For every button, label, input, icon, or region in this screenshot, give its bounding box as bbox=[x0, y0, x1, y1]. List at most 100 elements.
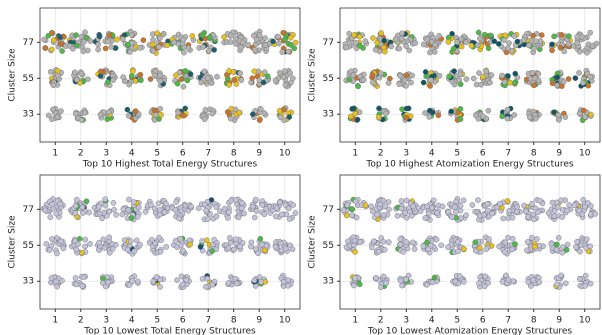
atom bbox=[478, 82, 483, 87]
atom bbox=[512, 80, 517, 85]
atom bbox=[183, 106, 188, 111]
atom bbox=[376, 249, 381, 254]
atom bbox=[536, 210, 541, 215]
atom bbox=[530, 70, 535, 75]
atom bbox=[173, 238, 178, 243]
atom bbox=[98, 69, 103, 74]
atom bbox=[357, 34, 362, 39]
atom bbox=[137, 45, 142, 50]
atom bbox=[84, 199, 89, 204]
atom bbox=[525, 239, 530, 244]
x-tick-label: 6 bbox=[480, 149, 486, 159]
atom bbox=[278, 115, 283, 120]
atom bbox=[587, 74, 592, 79]
atom bbox=[551, 34, 556, 39]
atom bbox=[196, 206, 201, 211]
atom bbox=[250, 76, 255, 81]
atom bbox=[262, 212, 267, 217]
atom bbox=[158, 78, 163, 83]
x-tick-label: 7 bbox=[505, 149, 511, 159]
cluster-image bbox=[369, 197, 392, 222]
cluster-image bbox=[46, 106, 63, 122]
atom bbox=[397, 81, 402, 86]
atom bbox=[510, 215, 515, 220]
atom bbox=[283, 246, 288, 251]
atom bbox=[153, 112, 158, 117]
atom bbox=[288, 243, 293, 248]
atom bbox=[512, 241, 517, 246]
atom bbox=[258, 236, 263, 241]
atom bbox=[173, 73, 178, 78]
atom bbox=[96, 204, 101, 209]
atom bbox=[461, 246, 466, 251]
atom bbox=[258, 106, 263, 111]
atom bbox=[175, 81, 180, 86]
atom bbox=[511, 279, 516, 284]
atom bbox=[274, 205, 279, 210]
atom bbox=[79, 34, 84, 39]
cluster-image bbox=[470, 197, 497, 222]
atom bbox=[421, 80, 426, 85]
atom bbox=[107, 235, 112, 240]
atom bbox=[134, 238, 139, 243]
atom bbox=[476, 30, 481, 35]
atom bbox=[434, 210, 439, 215]
atom bbox=[574, 239, 579, 244]
atom bbox=[353, 111, 358, 116]
atom bbox=[480, 114, 485, 119]
atom bbox=[105, 117, 110, 122]
cluster-image bbox=[67, 30, 93, 54]
atom bbox=[354, 215, 359, 220]
atom bbox=[566, 42, 571, 47]
atom bbox=[373, 47, 378, 52]
atom bbox=[411, 204, 416, 209]
atom bbox=[430, 280, 435, 285]
atom bbox=[75, 242, 80, 247]
cluster-image bbox=[279, 273, 294, 289]
atom bbox=[153, 68, 158, 73]
atom bbox=[457, 273, 462, 278]
atom bbox=[539, 32, 544, 37]
atom bbox=[111, 200, 116, 205]
x-tick-label: 8 bbox=[231, 316, 237, 326]
atom bbox=[180, 248, 185, 253]
atom bbox=[214, 214, 219, 219]
x-axis-label: Top 10 Lowest Total Energy Structures bbox=[83, 327, 256, 335]
atom bbox=[532, 76, 537, 81]
atom bbox=[277, 200, 282, 205]
atom bbox=[376, 106, 381, 111]
x-tick-label: 2 bbox=[378, 316, 384, 326]
atom bbox=[427, 114, 432, 119]
cluster-image bbox=[446, 69, 469, 88]
atom bbox=[488, 33, 493, 38]
atom bbox=[58, 35, 63, 40]
x-tick-label: 5 bbox=[454, 316, 460, 326]
atom bbox=[452, 204, 457, 209]
atom bbox=[378, 71, 383, 76]
atom bbox=[584, 50, 589, 55]
atom bbox=[228, 116, 233, 121]
atom bbox=[127, 82, 132, 87]
cluster-image bbox=[577, 273, 593, 289]
atom bbox=[107, 33, 112, 38]
atom bbox=[486, 108, 491, 113]
atom bbox=[199, 80, 204, 85]
atom bbox=[58, 201, 63, 206]
cluster-image bbox=[421, 32, 444, 55]
atom bbox=[180, 282, 185, 287]
atom bbox=[576, 70, 581, 75]
atom bbox=[459, 44, 464, 49]
atom bbox=[288, 42, 293, 47]
atom bbox=[82, 110, 87, 115]
atom bbox=[49, 275, 54, 280]
atom bbox=[421, 42, 426, 47]
atom bbox=[556, 117, 561, 122]
atom bbox=[73, 32, 78, 37]
atom bbox=[275, 34, 280, 39]
atom bbox=[227, 235, 232, 240]
atom bbox=[347, 77, 352, 82]
atom bbox=[212, 47, 217, 52]
atom bbox=[463, 40, 468, 45]
atom bbox=[510, 236, 515, 241]
atom bbox=[484, 247, 489, 252]
